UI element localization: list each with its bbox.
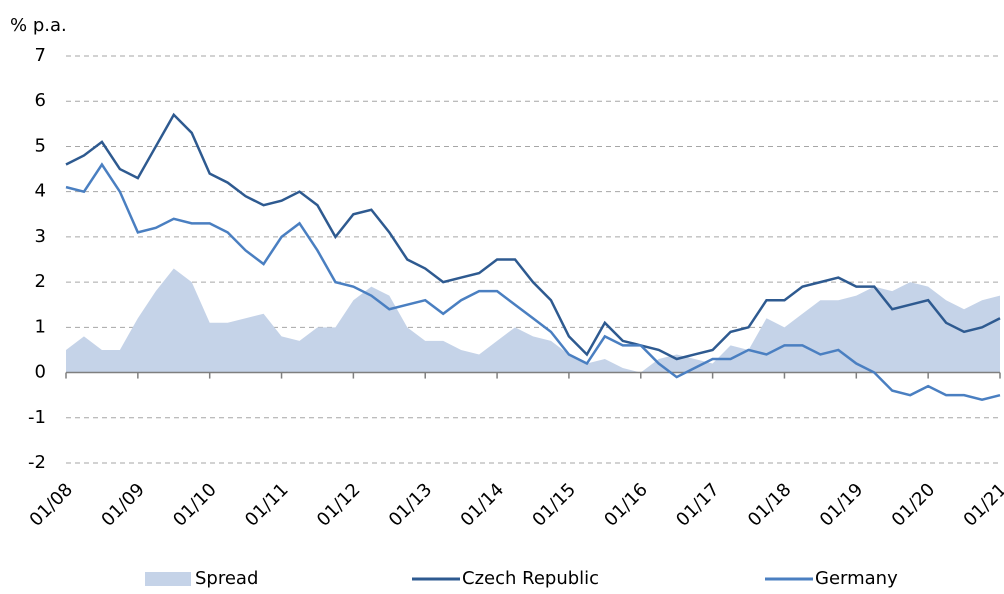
x-tick-label: 01/12 [313,479,365,531]
x-tick-label: 01/18 [744,479,796,531]
x-tick-label: 01/16 [600,479,652,531]
y-tick-label: -2 [28,452,46,473]
x-tick-label: 01/14 [457,479,509,531]
line [65,162,1001,401]
x-tick-label: 01/21 [960,479,1004,531]
legend-label: Spread [195,568,258,589]
y-tick-label: 0 [35,362,46,383]
x-tick-label: 01/17 [672,479,724,531]
line [65,112,1001,361]
x-tick-label: 01/19 [816,479,868,531]
x-tick-label: 01/15 [528,479,580,531]
x-tick-label: 01/09 [97,479,149,531]
x-tick-label: 01/10 [169,479,221,531]
y-axis-label: % p.a. [10,15,67,36]
x-tick-label: 01/20 [888,479,940,531]
y-tick-label: 5 [35,135,46,156]
y-tick-label: 1 [35,316,46,337]
y-tick-label: 6 [35,90,46,111]
y-tick-label: 4 [35,181,46,202]
area [66,268,1000,373]
legend-label: Germany [815,568,898,589]
x-tick-label: 01/13 [385,479,437,531]
legend-label: Czech Republic [462,568,599,589]
y-tick-label: -1 [28,407,46,428]
legend-swatch [145,572,191,586]
y-tick-label: 2 [35,271,46,292]
y-tick-label: 7 [35,45,46,66]
x-tick-label: 01/11 [241,479,293,531]
x-tick-label: 01/08 [26,479,78,531]
y-tick-label: 3 [35,226,46,247]
